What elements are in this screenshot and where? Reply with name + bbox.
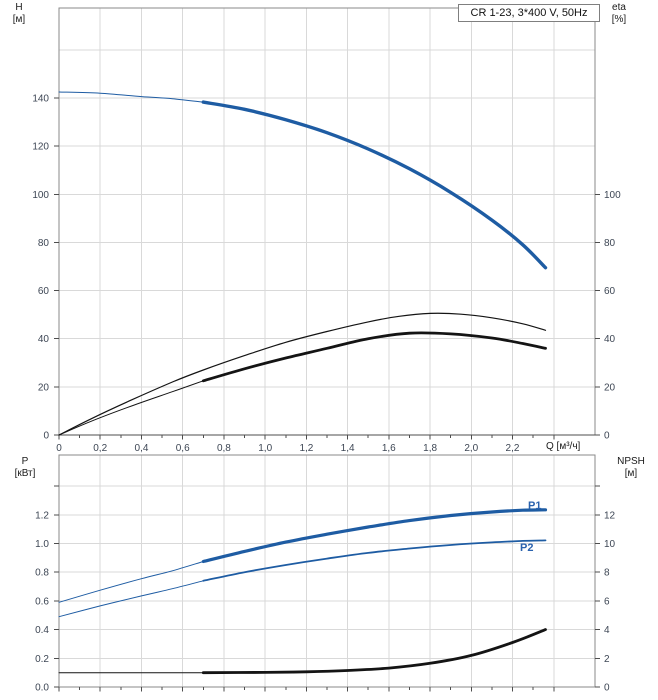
curve-npsh — [201, 628, 547, 675]
p2-curve-label: P2 — [520, 542, 534, 554]
curve-p2-thin — [58, 580, 204, 618]
y-left-tick-label: 0.0 — [35, 683, 49, 694]
y-left-tick-label: 100 — [32, 190, 49, 201]
curve-eta-total — [201, 331, 547, 383]
y-right-tick-label: 12 — [604, 510, 616, 521]
y-right-tick-label: 6 — [604, 596, 610, 607]
y-left-tick-label: 0.8 — [35, 568, 49, 579]
curve-h — [201, 100, 548, 270]
head-axis-symbol: H — [15, 2, 23, 13]
npsh-axis-symbol: NPSH — [617, 456, 645, 467]
eta-axis-unit: [%] — [611, 14, 627, 25]
head-axis-unit: [м] — [12, 14, 26, 25]
y-left-tick-label: 20 — [38, 382, 50, 393]
curve-eta-pump — [58, 312, 547, 436]
plot-frame — [58, 454, 596, 688]
y-left-tick-label: 0.2 — [35, 654, 49, 665]
y-left-tick-label: 0 — [43, 431, 49, 442]
x-tick-label: 2,2 — [506, 443, 520, 454]
flow-axis-unit-label: Q [м³/ч] — [546, 441, 581, 452]
npsh-axis-unit-label: NPSH [м] — [608, 456, 654, 480]
y-right-tick-label: 2 — [604, 654, 610, 665]
curve-eta-total-thin — [58, 380, 204, 436]
npsh-axis-unit: [м] — [624, 468, 638, 479]
x-tick-label: 0,6 — [176, 443, 190, 454]
x-tick-label: 1,2 — [299, 443, 313, 454]
y-left-tick-label: 60 — [38, 286, 50, 297]
curve-p1-thin — [58, 561, 204, 603]
y-right-tick-label: 100 — [604, 190, 621, 201]
curve-h-thin — [58, 91, 204, 103]
x-tick-label: 0,4 — [135, 443, 149, 454]
curve-p2 — [202, 539, 547, 582]
y-left-tick-label: 0.6 — [35, 596, 49, 607]
power-axis-unit-label: P [кВт] — [4, 456, 46, 480]
x-tick-label: 0,2 — [93, 443, 107, 454]
x-tick-label: 1,8 — [423, 443, 437, 454]
y-right-tick-label: 40 — [604, 334, 616, 345]
y-right-tick-label: 10 — [604, 539, 616, 550]
y-left-tick-label: 0.4 — [35, 625, 49, 636]
x-tick-label: 1,4 — [341, 443, 355, 454]
x-tick-label: 2,0 — [464, 443, 478, 454]
y-right-tick-label: 4 — [604, 625, 610, 636]
power-axis-unit: [кВт] — [14, 468, 36, 479]
y-right-tick-label: 80 — [604, 238, 616, 249]
y-left-tick-label: 120 — [32, 142, 49, 153]
y-left-tick-label: 140 — [32, 94, 49, 105]
y-left-tick-label: 1.2 — [35, 510, 49, 521]
y-left-tick-label: 80 — [38, 238, 50, 249]
eta-axis-unit-label: eta [%] — [604, 2, 634, 26]
y-right-tick-label: 8 — [604, 568, 610, 579]
x-tick-label: 1,6 — [382, 443, 396, 454]
x-tick-label: 0,8 — [217, 443, 231, 454]
x-tick-label: 1,0 — [258, 443, 272, 454]
chart-title-box: CR 1-23, 3*400 V, 50Hz — [458, 4, 600, 22]
y-right-tick-label: 20 — [604, 382, 616, 393]
x-tick-label: 0 — [56, 443, 62, 454]
y-right-tick-label: 60 — [604, 286, 616, 297]
curve-p1 — [201, 508, 548, 564]
p1-curve-label: P1 — [528, 500, 542, 512]
y-left-tick-label: 1.0 — [35, 539, 49, 550]
eta-axis-symbol: eta — [612, 2, 626, 13]
y-right-tick-label: 0 — [604, 431, 610, 442]
y-right-tick-label: 0 — [604, 683, 610, 694]
chart-title: CR 1-23, 3*400 V, 50Hz — [470, 7, 588, 19]
power-axis-symbol: P — [21, 456, 29, 467]
plot-frame — [58, 7, 596, 436]
head-axis-unit-label: H [м] — [4, 2, 34, 26]
y-left-tick-label: 40 — [38, 334, 50, 345]
